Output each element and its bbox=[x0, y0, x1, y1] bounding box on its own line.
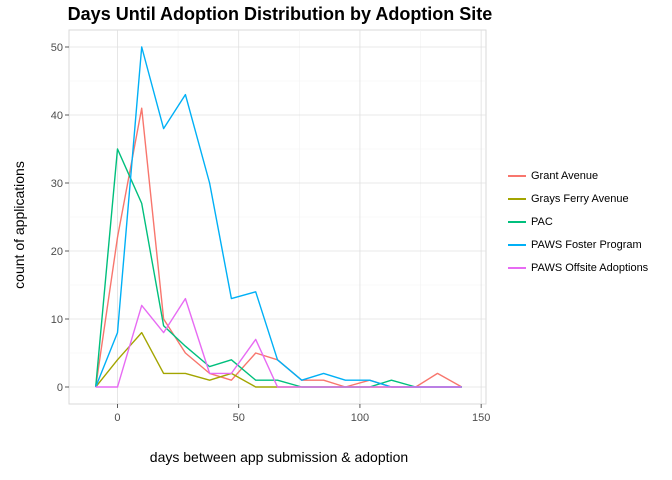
legend-label: PAWS Offsite Adoptions bbox=[531, 261, 649, 274]
legend-label: PAWS Foster Program bbox=[531, 238, 642, 251]
x-tick-label: 100 bbox=[351, 412, 369, 424]
legend-swatch bbox=[508, 174, 526, 177]
y-tick-label: 20 bbox=[51, 246, 63, 258]
y-tick-label: 40 bbox=[51, 110, 63, 122]
legend-swatch bbox=[508, 197, 526, 200]
y-tick-label: 0 bbox=[57, 382, 63, 394]
y-tick-label: 50 bbox=[51, 42, 63, 54]
legend-item: Grays Ferry Avenue bbox=[508, 187, 648, 210]
legend-swatch bbox=[508, 243, 526, 246]
x-tick-label: 50 bbox=[233, 412, 245, 424]
y-tick-label: 10 bbox=[51, 314, 63, 326]
legend-item: PAWS Offsite Adoptions bbox=[508, 256, 648, 279]
legend-label: PAC bbox=[531, 215, 553, 228]
legend-swatch bbox=[508, 266, 526, 269]
legend-swatch bbox=[508, 220, 526, 223]
legend-item: Grant Avenue bbox=[508, 164, 648, 187]
x-tick-label: 0 bbox=[114, 412, 120, 424]
legend-label: Grays Ferry Avenue bbox=[531, 192, 629, 205]
chart-title: Days Until Adoption Distribution by Adop… bbox=[67, 4, 493, 24]
legend-item: PAC bbox=[508, 210, 648, 233]
legend-item: PAWS Foster Program bbox=[508, 233, 648, 256]
legend: Grant Avenue Grays Ferry Avenue PAC PAWS Fo… bbox=[508, 164, 648, 279]
x-tick-label: 150 bbox=[472, 412, 490, 424]
y-axis-label: count of applications bbox=[11, 161, 27, 289]
x-axis-label: days between app submission & adoption bbox=[150, 449, 408, 465]
series-line-paws-offsite-adoptions bbox=[95, 297, 462, 388]
y-tick-label: 30 bbox=[51, 178, 63, 190]
series-line-pac bbox=[95, 148, 462, 388]
legend-label: Grant Avenue bbox=[531, 169, 599, 182]
